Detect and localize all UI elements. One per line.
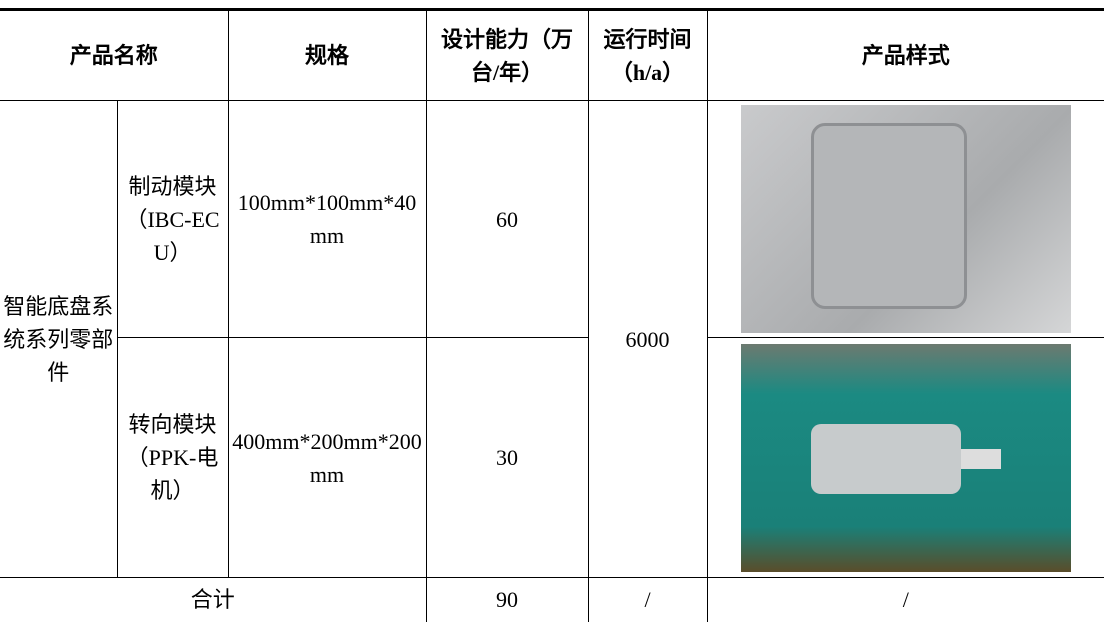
capacity-cell: 30 — [425, 337, 589, 578]
spec-cell: 400mm*200mm*200mm — [227, 337, 427, 578]
product-table: 产品名称 规格 设计能力（万台/年） 运行时间（h/a） 产品样式 智能底盘系统… — [0, 10, 1104, 622]
group-cell: 智能底盘系统系列零部件 — [0, 100, 118, 578]
top-rule — [0, 8, 1104, 10]
header-cell: 设计能力（万台/年） — [425, 10, 589, 101]
total-cell: / — [587, 577, 708, 622]
row: 智能底盘系统系列零部件 制动模块（IBC-ECU） 100mm*100mm*40… — [0, 100, 1104, 578]
product-photo — [740, 105, 1071, 333]
header-row: 产品名称 规格 设计能力（万台/年） 运行时间（h/a） 产品样式 — [0, 10, 1104, 101]
total-cell: 90 — [425, 577, 589, 622]
total-row: 合计 90 / / — [0, 577, 1104, 622]
image-cell — [706, 100, 1104, 338]
header-cell: 产品名称 — [0, 10, 229, 101]
header-cell: 运行时间（h/a） — [587, 10, 708, 101]
name-cell: 制动模块（IBC-ECU） — [116, 100, 229, 338]
capacity-cell: 60 — [425, 100, 589, 338]
header-cell: 规格 — [227, 10, 427, 101]
image-cell — [706, 337, 1104, 578]
spec-cell: 100mm*100mm*40mm — [227, 100, 427, 338]
name-cell: 转向模块（PPK-电机） — [117, 337, 229, 578]
runtime-cell: 6000 — [587, 100, 708, 578]
total-cell: / — [706, 577, 1104, 622]
header-cell: 产品样式 — [706, 10, 1104, 101]
row: 转向模块（PPK-电机） 400mm*200mm*200mm 30 — [0, 337, 1104, 578]
total-label: 合计 — [0, 577, 427, 622]
product-photo — [740, 343, 1071, 572]
